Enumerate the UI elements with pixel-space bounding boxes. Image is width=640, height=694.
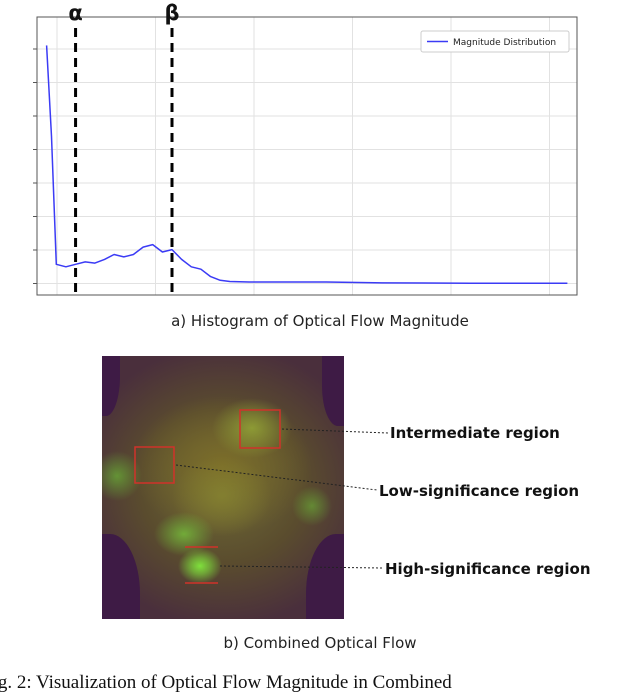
background-corner-top-right bbox=[322, 356, 344, 426]
low-significance-region-box bbox=[134, 446, 175, 484]
series-line bbox=[45, 45, 568, 285]
legend-box bbox=[420, 30, 570, 53]
low-significance-leader-line bbox=[175, 464, 378, 491]
intermediate-region-box bbox=[239, 409, 281, 449]
y-ticks bbox=[33, 48, 37, 284]
chart-legend: Magnitude Distribution bbox=[420, 30, 570, 53]
high-significance-leader-line bbox=[219, 565, 384, 569]
background-corner-top-left bbox=[102, 356, 120, 416]
caption-b: b) Combined Optical Flow bbox=[223, 634, 417, 652]
high-significance-region-marks bbox=[185, 546, 218, 584]
plot-frame bbox=[36, 16, 578, 296]
threshold-label: β bbox=[164, 1, 179, 25]
series-layer bbox=[45, 45, 568, 285]
intermediate-region-label: Intermediate region bbox=[390, 424, 560, 442]
figure-caption: Fig. 2: Visualization of Optical Flow Ma… bbox=[0, 672, 452, 693]
high-significance-region-label: High-significance region bbox=[385, 560, 591, 578]
low-significance-region-label: Low-significance region bbox=[379, 482, 580, 500]
threshold-label: α bbox=[68, 1, 82, 25]
legend-label: Magnitude Distribution bbox=[453, 38, 556, 48]
caption-a: a) Histogram of Optical Flow Magnitude bbox=[171, 312, 469, 330]
intermediate-leader-line bbox=[281, 428, 389, 434]
combined-optical-flow-image bbox=[102, 356, 344, 619]
